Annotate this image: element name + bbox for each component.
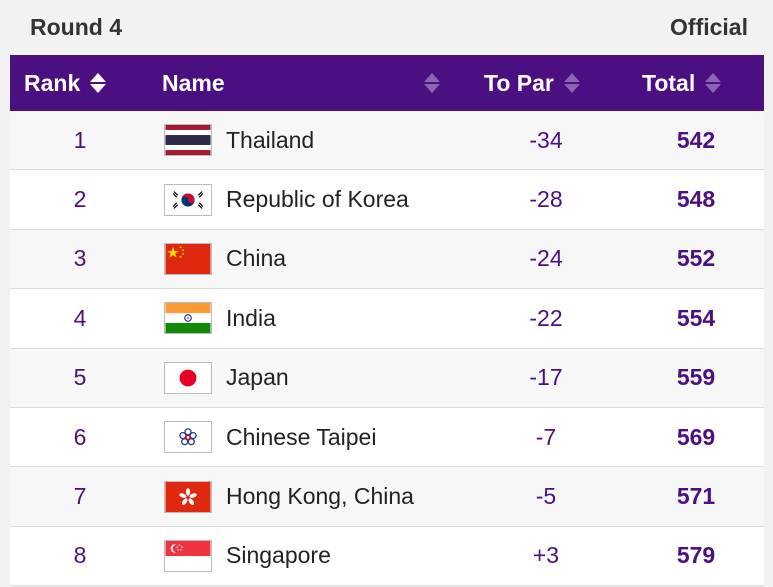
table-row[interactable]: 7 Hong Kong, China -5 571 — [10, 467, 764, 527]
hong-kong-flag-icon — [164, 480, 212, 513]
total-cell: 571 — [676, 483, 716, 510]
sort-icon[interactable] — [705, 72, 722, 94]
to-par-cell: -5 — [535, 483, 557, 510]
name-cell[interactable]: Japan — [226, 364, 289, 391]
flag-cell — [164, 408, 212, 466]
round-label: Round 4 — [30, 14, 122, 40]
total-cell: 548 — [676, 186, 716, 213]
table-row[interactable]: 5 Japan -17 559 — [10, 348, 764, 408]
sort-icon[interactable] — [90, 72, 107, 94]
total-cell: 552 — [676, 245, 716, 272]
table-row[interactable]: 1 Thailand -34 542 — [10, 111, 764, 171]
flag-cell — [164, 527, 212, 585]
rank-cell: 6 — [73, 423, 87, 450]
flag-cell — [164, 111, 212, 169]
total-cell: 554 — [676, 304, 716, 331]
rank-cell: 7 — [73, 483, 87, 510]
to-par-cell: +3 — [532, 542, 560, 569]
india-flag-icon — [164, 302, 212, 335]
flag-cell — [164, 170, 212, 228]
rank-cell: 5 — [73, 364, 87, 391]
sort-icon[interactable] — [563, 72, 580, 94]
table-row[interactable]: 8 Singapore +3 579 — [10, 526, 764, 587]
leaderboard-topbar: Round 4 Official — [10, 0, 764, 55]
table-body: 1 Thailand -34 542 2 — [10, 111, 764, 587]
column-header-label: To Par — [484, 69, 554, 96]
rank-cell: 8 — [73, 542, 87, 569]
rank-cell: 2 — [73, 186, 87, 213]
total-cell: 569 — [676, 423, 716, 450]
rank-cell: 4 — [73, 304, 87, 331]
flag-cell — [164, 230, 212, 288]
column-header-rank[interactable]: Rank — [24, 55, 107, 111]
flag-cell — [164, 467, 212, 525]
chinese-taipei-flag-icon — [164, 421, 212, 454]
rank-cell: 3 — [73, 245, 87, 272]
table-row[interactable]: 3 China -24 552 — [10, 229, 764, 290]
name-cell[interactable]: Thailand — [226, 126, 315, 153]
column-header-label: Total — [642, 69, 696, 96]
name-cell[interactable]: Chinese Taipei — [226, 423, 377, 450]
to-par-cell: -24 — [529, 245, 563, 272]
total-cell: 542 — [676, 126, 716, 153]
to-par-cell: -28 — [529, 186, 563, 213]
sort-icon[interactable] — [424, 72, 440, 94]
to-par-cell: -34 — [529, 126, 563, 153]
flag-cell — [164, 349, 212, 407]
to-par-cell: -22 — [529, 304, 563, 331]
name-cell[interactable]: China — [226, 245, 287, 272]
table-row[interactable]: 6 Chinese Taipei -7 569 — [10, 407, 764, 468]
column-header-label: Name — [162, 69, 225, 96]
to-par-cell: -7 — [535, 423, 557, 450]
name-cell[interactable]: Hong Kong, China — [226, 483, 414, 510]
table-row[interactable]: 4 India -22 554 — [10, 289, 764, 349]
total-cell: 579 — [676, 542, 716, 569]
status-label: Official — [670, 14, 748, 40]
name-cell[interactable]: India — [226, 304, 276, 331]
korea-flag-icon — [164, 183, 212, 216]
thailand-flag-icon — [164, 124, 212, 157]
name-cell[interactable]: Singapore — [226, 542, 331, 569]
column-header-total[interactable]: Total — [642, 55, 722, 111]
china-flag-icon — [164, 242, 212, 275]
leaderboard: Round 4 Official Rank Name To Par Total … — [10, 0, 764, 587]
table-header: Rank Name To Par Total — [10, 55, 764, 111]
total-cell: 559 — [676, 364, 716, 391]
rank-cell: 1 — [73, 126, 87, 153]
column-header-name[interactable]: Name — [162, 55, 440, 111]
name-cell[interactable]: Republic of Korea — [226, 186, 409, 213]
to-par-cell: -17 — [529, 364, 563, 391]
column-header-to-par[interactable]: To Par — [484, 55, 580, 111]
japan-flag-icon — [164, 361, 212, 394]
column-header-label: Rank — [24, 69, 81, 96]
singapore-flag-icon — [164, 539, 212, 572]
table-row[interactable]: 2 Republic of Korea -28 548 — [10, 170, 764, 230]
flag-cell — [164, 289, 212, 347]
